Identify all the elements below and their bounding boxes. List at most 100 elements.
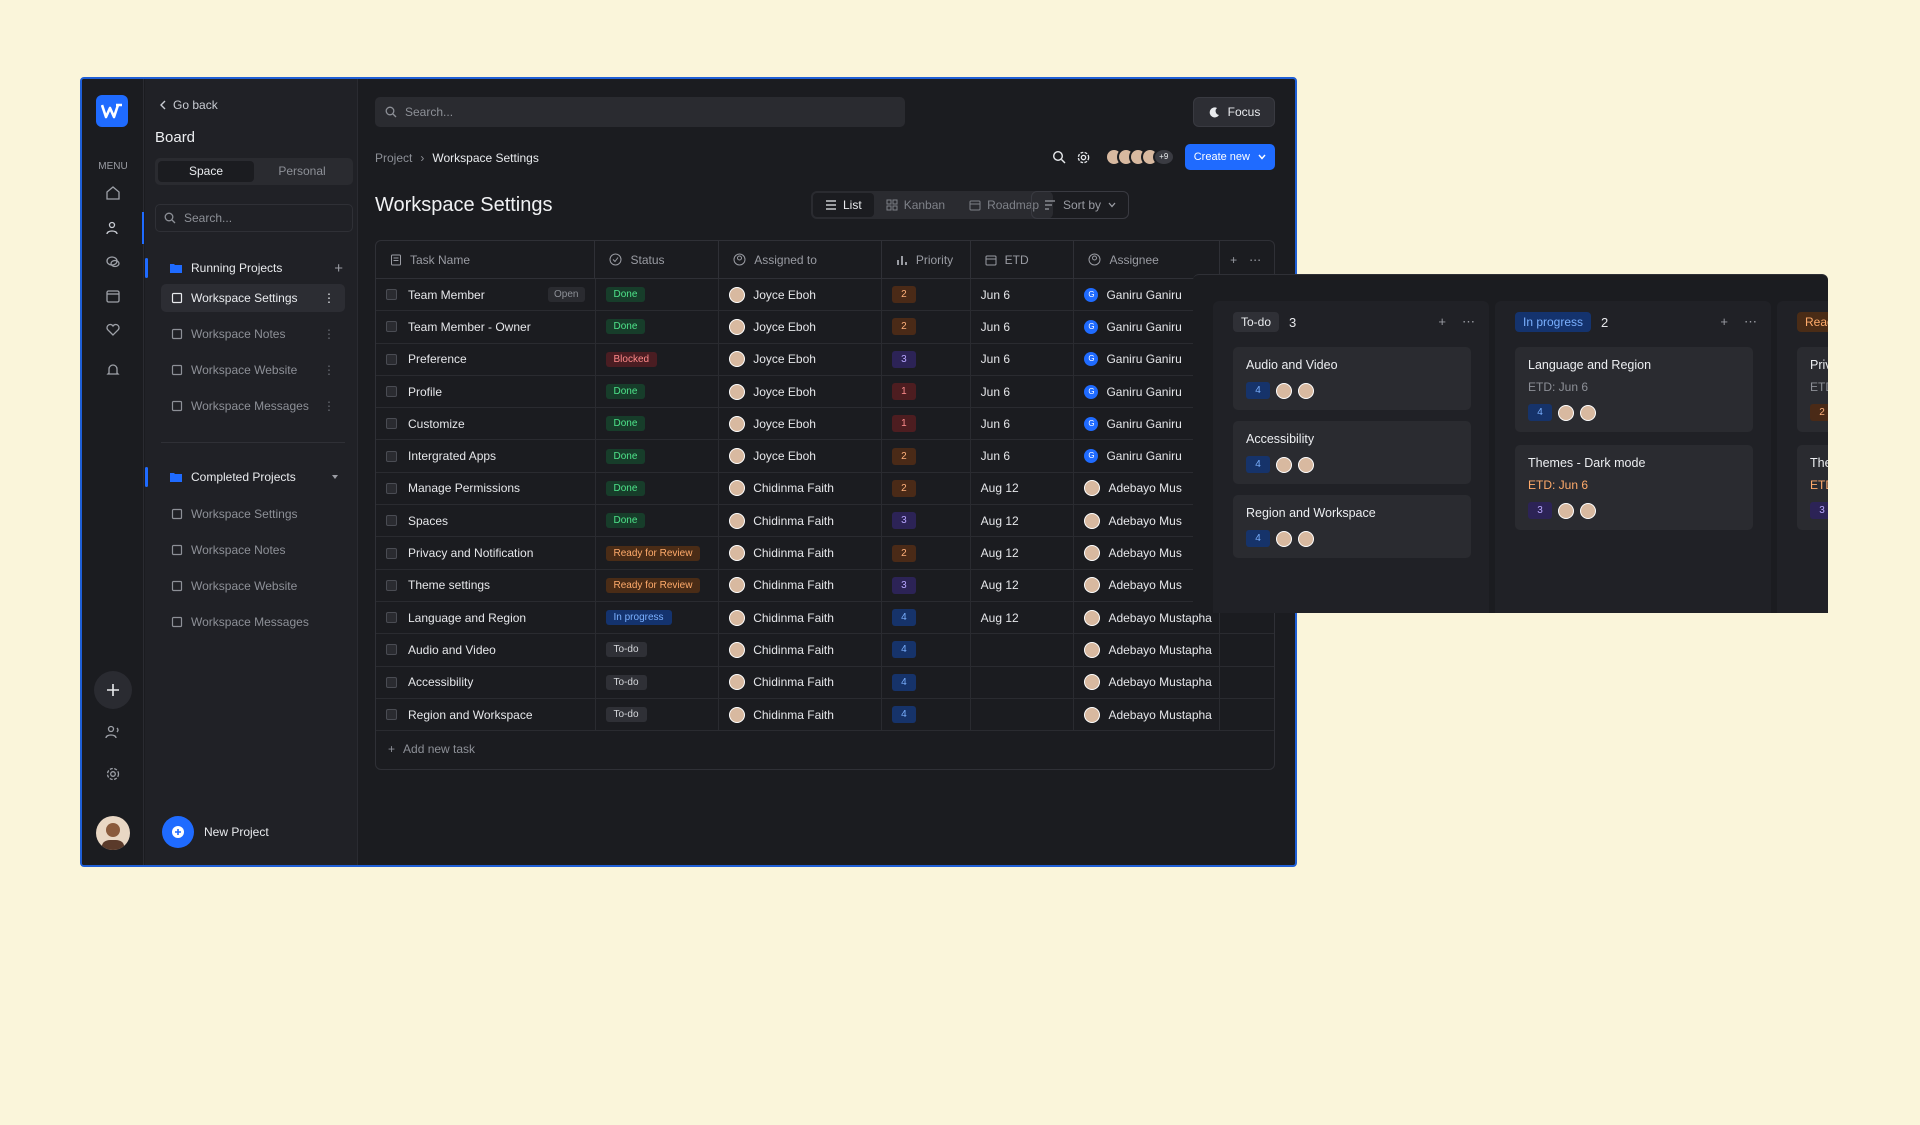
sidebar-item-workspace-website[interactable]: Workspace Website ⋮ — [161, 356, 345, 384]
task-name[interactable]: Team Member — [408, 287, 485, 302]
add-button[interactable] — [94, 671, 132, 709]
row-checkbox[interactable] — [386, 450, 397, 462]
team-icon[interactable] — [82, 212, 144, 244]
new-project-button[interactable]: New Project — [162, 816, 269, 848]
open-button[interactable]: Open — [548, 287, 585, 303]
more-vertical-icon[interactable]: ⋮ — [323, 327, 335, 341]
row-checkbox[interactable] — [386, 547, 397, 559]
status-badge[interactable]: To-do — [605, 707, 647, 722]
row-checkbox[interactable] — [386, 676, 397, 688]
plus-icon[interactable]: + — [1720, 314, 1728, 329]
tab-kanban[interactable]: Kanban — [874, 193, 957, 217]
priority-badge[interactable]: 4 — [891, 609, 916, 627]
running-projects-group[interactable]: Running Projects + — [145, 255, 353, 281]
sidebar-search-input[interactable]: Search... — [155, 204, 353, 232]
table-row[interactable]: Team Member - Owner Done Joyce Eboh 2 Jun 6 G… — [376, 311, 1274, 344]
row-checkbox[interactable] — [386, 353, 397, 365]
team-avatars[interactable]: +9 — [1104, 148, 1175, 166]
kanban-card[interactable]: Region and Workspace 4 — [1233, 495, 1471, 558]
table-row[interactable]: Region and Workspace To-do Chidinma Faith 4… — [376, 698, 1274, 732]
priority-badge[interactable]: 3 — [891, 350, 916, 368]
user-avatar[interactable] — [96, 816, 130, 850]
task-name[interactable]: Spaces — [408, 513, 449, 528]
task-name[interactable]: Manage Permissions — [408, 481, 521, 496]
sidebar-item-completed-settings[interactable]: Workspace Settings — [161, 500, 345, 528]
col-assignee[interactable]: Assignee — [1074, 241, 1221, 278]
table-row[interactable]: Manage Permissions Done Chidinma Faith 2 Aug… — [376, 472, 1274, 506]
kanban-card[interactable]: Audio and Video 4 — [1233, 347, 1471, 410]
bell-icon[interactable] — [82, 354, 144, 386]
add-project-icon[interactable]: + — [334, 259, 343, 277]
table-row[interactable]: Accessibility To-do Chidinma Faith 4 Adebayo… — [376, 666, 1274, 699]
task-name[interactable]: Customize — [408, 416, 465, 431]
row-checkbox[interactable] — [386, 289, 397, 301]
table-row[interactable]: Theme settings Ready for Review Chidinma F… — [376, 569, 1274, 602]
focus-button[interactable]: Focus — [1193, 97, 1275, 127]
settings-icon[interactable] — [1076, 150, 1091, 165]
create-new-button[interactable]: Create new — [1184, 144, 1275, 170]
status-badge[interactable]: Done — [605, 384, 646, 400]
priority-badge[interactable]: 2 — [891, 447, 916, 465]
status-badge[interactable]: In progress — [605, 610, 672, 626]
priority-badge[interactable]: 2 — [891, 479, 916, 497]
row-checkbox[interactable] — [386, 386, 397, 398]
status-badge[interactable]: Ready for Review — [605, 545, 701, 561]
settings-icon[interactable] — [82, 758, 144, 790]
home-icon[interactable] — [82, 177, 144, 209]
table-row[interactable]: Language and Region In progress Chidinma F… — [376, 601, 1274, 635]
user-voice-icon[interactable] — [82, 716, 144, 748]
more-horizontal-icon[interactable]: ⋯ — [1462, 314, 1475, 329]
more-horizontal-icon[interactable]: ⋯ — [1744, 314, 1757, 329]
table-row[interactable]: Audio and Video To-do Chidinma Faith 4 Adeba… — [376, 634, 1274, 667]
col-etd[interactable]: ETD — [971, 241, 1075, 278]
heart-icon[interactable] — [82, 314, 144, 346]
sidebar-item-completed-website[interactable]: Workspace Website — [161, 572, 345, 600]
kanban-card[interactable]: Privac ETD: Ju 2 — [1797, 347, 1828, 432]
row-checkbox[interactable] — [386, 612, 397, 624]
status-badge[interactable]: To-do — [605, 642, 647, 658]
task-name[interactable]: Audio and Video — [408, 642, 496, 657]
completed-projects-group[interactable]: Completed Projects — [145, 464, 353, 490]
row-checkbox[interactable] — [386, 418, 397, 430]
task-name[interactable]: Intergrated Apps — [408, 449, 497, 464]
table-row[interactable]: Intergrated Apps Done Joyce Eboh 2 Jun 6 G Gan… — [376, 440, 1274, 473]
tab-personal[interactable]: Personal — [278, 164, 326, 178]
row-checkbox[interactable] — [386, 579, 397, 591]
search-icon[interactable] — [1052, 150, 1066, 164]
more-horizontal-icon[interactable]: ⋯ — [1249, 252, 1262, 267]
priority-badge[interactable]: 2 — [891, 286, 916, 304]
priority-badge[interactable]: 1 — [891, 383, 916, 401]
priority-badge[interactable]: 4 — [891, 673, 916, 691]
global-search-input[interactable]: Search... — [375, 97, 905, 127]
table-row[interactable]: Profile Done Joyce Eboh 1 Jun 6 G Ganiru Ganir… — [376, 375, 1274, 409]
sort-by-button[interactable]: Sort by — [1031, 191, 1129, 219]
status-badge[interactable]: Done — [605, 448, 646, 464]
table-row[interactable]: Privacy and Notification Ready for Review… — [376, 537, 1274, 570]
status-badge[interactable]: Done — [605, 319, 646, 335]
app-logo[interactable] — [96, 95, 128, 127]
table-row[interactable]: Team Member Open Done Joyce Eboh 2 Jun 6 G Gani… — [376, 279, 1274, 312]
tab-roadmap[interactable]: Roadmap — [957, 193, 1051, 217]
status-badge[interactable]: Done — [605, 287, 646, 303]
sidebar-item-workspace-messages[interactable]: Workspace Messages ⋮ — [161, 392, 345, 420]
sidebar-item-workspace-settings[interactable]: Workspace Settings ⋮ — [161, 284, 345, 312]
status-badge[interactable]: Ready for Review — [605, 577, 701, 593]
kanban-card[interactable]: Accessibility 4 — [1233, 421, 1471, 484]
add-column-icon[interactable]: + — [1230, 252, 1238, 267]
priority-badge[interactable]: 4 — [891, 641, 916, 659]
row-checkbox[interactable] — [386, 515, 397, 527]
add-task-button[interactable]: + Add new task — [376, 731, 1274, 767]
plus-icon[interactable]: + — [1438, 314, 1446, 329]
col-status[interactable]: Status — [595, 241, 720, 278]
col-task-name[interactable]: Task Name — [376, 241, 596, 278]
breadcrumb-root[interactable]: Project — [375, 151, 413, 165]
priority-badge[interactable]: 3 — [891, 576, 916, 594]
kanban-card[interactable]: Language and Region ETD: Jun 6 4 — [1515, 347, 1753, 432]
task-name[interactable]: Language and Region — [408, 610, 527, 625]
table-row[interactable]: Preference Blocked Joyce Eboh 3 Jun 6 G Ganiru… — [376, 343, 1274, 376]
task-name[interactable]: Accessibility — [408, 675, 474, 690]
task-name[interactable]: Preference — [408, 352, 467, 367]
kanban-card[interactable]: Themes - Dark mode ETD: Jun 6 3 — [1515, 445, 1753, 530]
status-badge[interactable]: Done — [605, 480, 646, 496]
more-vertical-icon[interactable]: ⋮ — [323, 363, 335, 377]
